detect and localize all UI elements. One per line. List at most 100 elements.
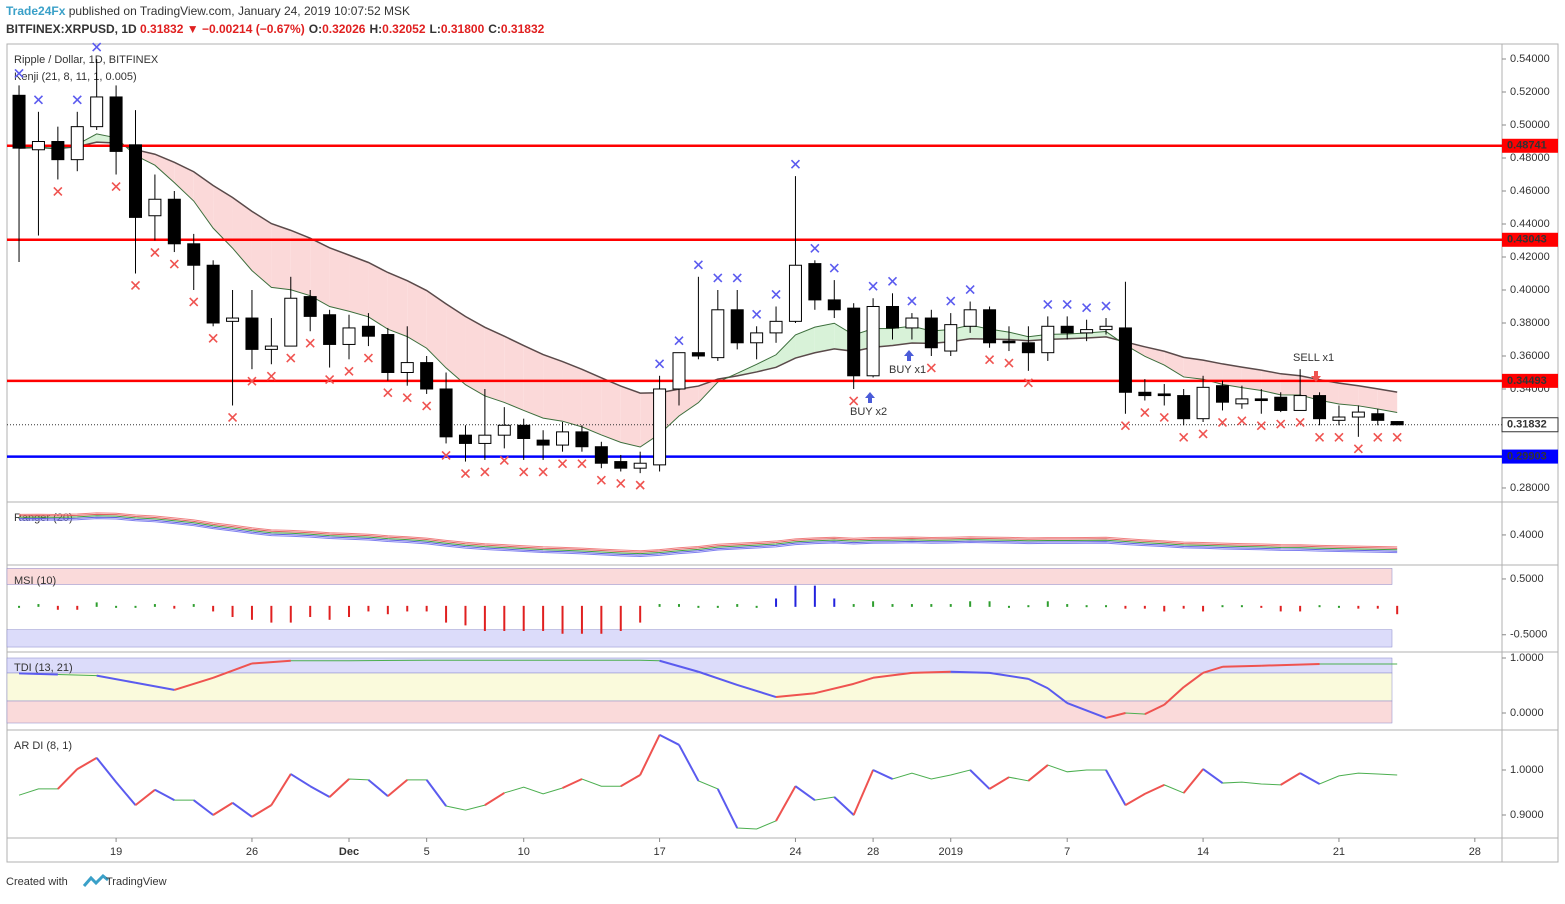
candle-body — [633, 462, 647, 469]
candle-body — [866, 305, 880, 377]
cloud — [1338, 383, 1359, 406]
msi-bar — [697, 605, 700, 608]
trend-segment — [1222, 664, 1262, 668]
candle-body — [1002, 340, 1016, 344]
price-level-tag — [1502, 232, 1558, 247]
msi-bar — [1202, 605, 1205, 612]
signal-marker — [1159, 412, 1169, 423]
ohlc-key: L: — [430, 22, 441, 36]
candle-body — [70, 126, 84, 161]
trend-segment — [95, 757, 117, 783]
trend-segment — [1124, 792, 1146, 806]
trend-segment — [135, 681, 175, 691]
signal-marker — [460, 469, 471, 479]
trend-segment — [1163, 686, 1185, 706]
msi-bar — [1046, 601, 1049, 607]
y-tick-label: 0.38000 — [1510, 317, 1550, 329]
signal-marker — [169, 259, 179, 269]
candle-body — [672, 352, 686, 390]
cloud — [1261, 370, 1281, 395]
signal-marker — [150, 247, 160, 258]
signal-marker — [383, 388, 393, 398]
trend-segment — [775, 785, 797, 822]
msi-bar — [755, 605, 758, 608]
signal-marker — [1043, 299, 1053, 309]
msi-bar — [1085, 605, 1088, 608]
msi-bar — [37, 604, 40, 607]
indicator-title: Kenji (21, 8, 11, 1, 0.005) — [14, 71, 137, 83]
price-level-label: 0.29903 — [1507, 450, 1547, 462]
signal-marker — [965, 284, 975, 295]
trend-segment — [193, 799, 214, 816]
trend-segment — [911, 670, 951, 674]
msi-bar — [930, 604, 933, 607]
candle-body — [1371, 413, 1385, 421]
signal-marker — [1217, 417, 1228, 427]
msi-bar — [134, 605, 137, 608]
cloud — [251, 211, 272, 288]
candle-body — [381, 334, 395, 373]
candle-body — [1138, 391, 1152, 397]
cloud — [1144, 346, 1165, 366]
signal-marker — [1062, 299, 1072, 309]
trend-segment — [270, 773, 292, 806]
ranger-band — [19, 512, 1398, 552]
price-level-label: 0.34493 — [1507, 375, 1547, 387]
signal-marker — [1295, 417, 1305, 427]
msi-bar — [1376, 605, 1379, 609]
candle-body — [886, 305, 900, 329]
pane-title: Ripple / Dollar, 1D, BITFINEX — [14, 54, 159, 66]
y-tick-label: 0.42000 — [1510, 251, 1550, 263]
candle-body — [924, 317, 938, 349]
cloud — [290, 230, 311, 296]
cloud — [271, 223, 291, 290]
trend-segment — [1144, 703, 1165, 716]
y-tick-label: 1.0000 — [1510, 652, 1544, 664]
trend-segment — [678, 744, 700, 782]
ohlc-key: C: — [488, 22, 501, 36]
msi-bar — [949, 604, 952, 607]
msi-bar — [115, 605, 118, 608]
trend-segment — [639, 734, 661, 776]
candle-body — [1254, 398, 1268, 402]
trend-segment — [659, 659, 699, 673]
signal-marker — [1179, 432, 1189, 442]
signal-marker — [247, 376, 257, 386]
y-tick-label: 0.52000 — [1510, 86, 1550, 98]
signal-marker — [72, 95, 82, 105]
signal-marker — [946, 296, 956, 306]
x-tick-label: 2019 — [938, 846, 962, 858]
signal-marker — [1120, 421, 1131, 431]
price-level-tag — [1502, 373, 1558, 388]
trend-segment — [1047, 687, 1068, 704]
price-level-tag — [1502, 138, 1558, 153]
cloud — [1067, 333, 1087, 339]
candle-body — [51, 141, 65, 161]
trend-segment — [698, 670, 738, 686]
signal-marker — [1140, 407, 1150, 418]
msi-bar — [542, 605, 545, 631]
candle-body — [653, 388, 667, 466]
msi-bar — [1143, 605, 1146, 609]
signal-marker — [422, 401, 432, 411]
trend-segment — [19, 672, 58, 676]
msi-bar — [95, 602, 98, 607]
msi-bar — [153, 604, 156, 607]
level-band — [6, 657, 1393, 674]
candle-body — [167, 198, 181, 245]
trend-segment — [950, 670, 990, 674]
candle-body — [691, 352, 705, 357]
trend-segment — [1261, 663, 1320, 667]
msi-bar — [833, 598, 836, 607]
candle-body — [711, 309, 725, 359]
msi-bar — [1260, 605, 1263, 608]
candle-body — [206, 264, 220, 324]
msi-bar — [1124, 605, 1127, 609]
signal-marker — [771, 289, 781, 300]
signal-marker — [577, 459, 587, 469]
candle-body — [439, 388, 453, 438]
msi-bar — [445, 605, 448, 623]
y-tick-label: -0.5000 — [1510, 629, 1547, 641]
footer-brand[interactable]: TradingView — [106, 876, 167, 888]
trend-segment — [367, 779, 389, 797]
